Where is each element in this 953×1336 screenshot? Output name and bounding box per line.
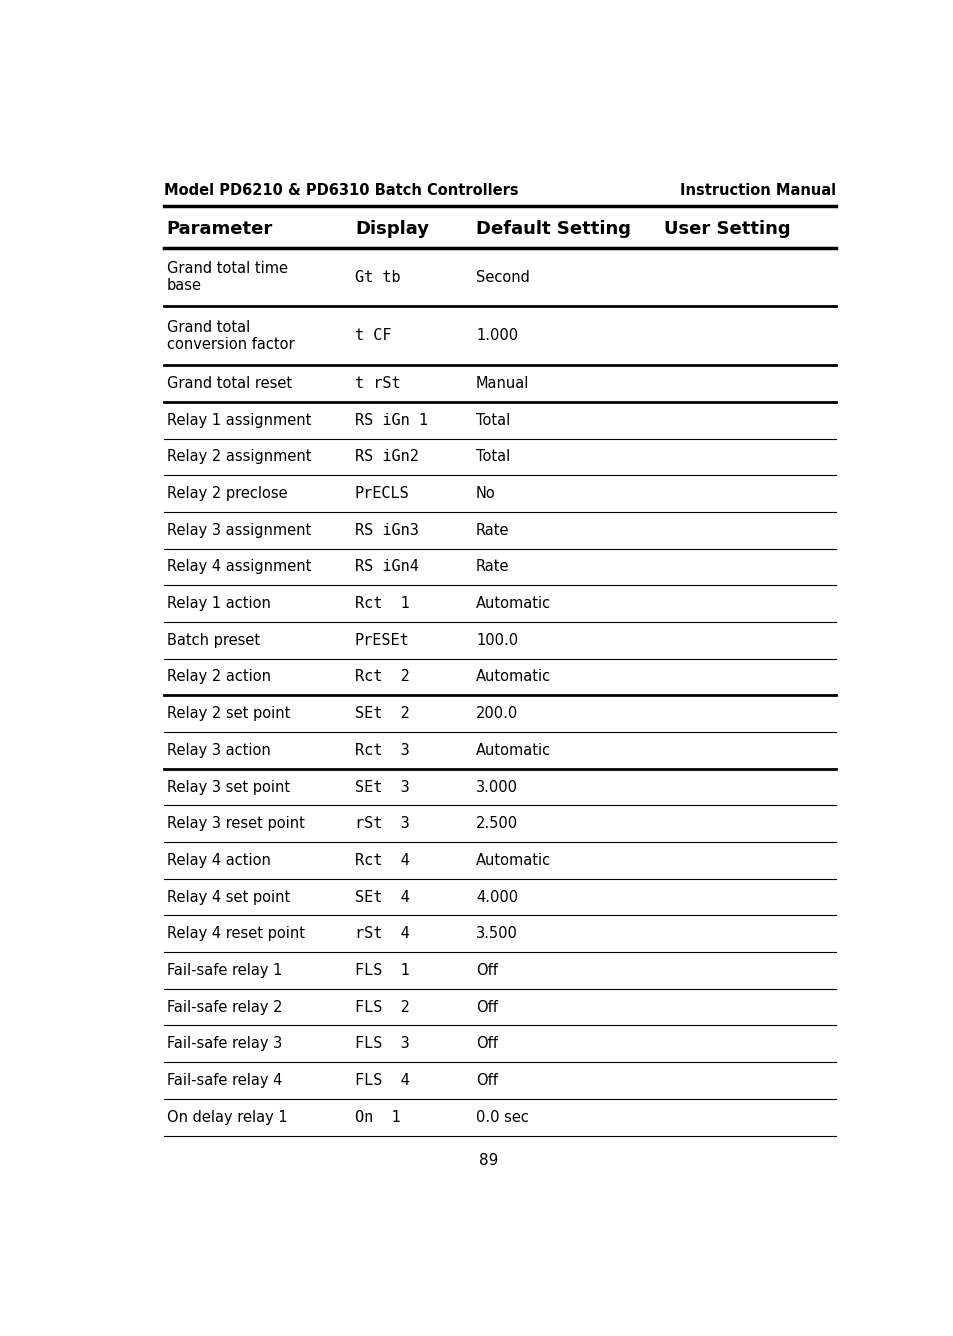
Text: Automatic: Automatic xyxy=(476,852,551,868)
Text: Second: Second xyxy=(476,270,529,285)
Text: On  1: On 1 xyxy=(355,1110,400,1125)
Text: Relay 3 set point: Relay 3 set point xyxy=(167,779,290,795)
Text: Rate: Rate xyxy=(476,522,509,537)
Text: Fail-safe relay 4: Fail-safe relay 4 xyxy=(167,1073,282,1088)
Text: t CF: t CF xyxy=(355,329,391,343)
Text: 0.0 sec: 0.0 sec xyxy=(476,1110,528,1125)
Text: Model PD6210 & PD6310 Batch Controllers: Model PD6210 & PD6310 Batch Controllers xyxy=(164,183,517,198)
Text: RS iGn3: RS iGn3 xyxy=(355,522,418,537)
Text: Relay 2 assignment: Relay 2 assignment xyxy=(167,449,311,465)
Text: Automatic: Automatic xyxy=(476,743,551,758)
Text: 2.500: 2.500 xyxy=(476,816,517,831)
Text: 4.000: 4.000 xyxy=(476,890,517,904)
Text: FLS  1: FLS 1 xyxy=(355,963,409,978)
Text: Relay 3 assignment: Relay 3 assignment xyxy=(167,522,311,537)
Text: Off: Off xyxy=(476,963,497,978)
Text: Instruction Manual: Instruction Manual xyxy=(679,183,836,198)
Text: Rct  4: Rct 4 xyxy=(355,852,409,868)
Text: Rct  2: Rct 2 xyxy=(355,669,409,684)
Text: SEt  4: SEt 4 xyxy=(355,890,409,904)
Text: base: base xyxy=(167,278,201,293)
Text: FLS  3: FLS 3 xyxy=(355,1037,409,1051)
Text: SEt  3: SEt 3 xyxy=(355,779,409,795)
Text: Relay 4 set point: Relay 4 set point xyxy=(167,890,290,904)
Text: On delay relay 1: On delay relay 1 xyxy=(167,1110,287,1125)
Text: Relay 4 reset point: Relay 4 reset point xyxy=(167,926,304,942)
Text: Automatic: Automatic xyxy=(476,669,551,684)
Text: Total: Total xyxy=(476,449,510,465)
Text: Gt tb: Gt tb xyxy=(355,270,400,285)
Text: PrESEt: PrESEt xyxy=(355,633,409,648)
Text: Default Setting: Default Setting xyxy=(476,220,630,238)
Text: RS iGn4: RS iGn4 xyxy=(355,560,418,574)
Text: Off: Off xyxy=(476,1037,497,1051)
Text: Grand total reset: Grand total reset xyxy=(167,375,292,391)
Text: 3.500: 3.500 xyxy=(476,926,517,942)
Text: Relay 3 action: Relay 3 action xyxy=(167,743,270,758)
Text: 200.0: 200.0 xyxy=(476,707,517,721)
Text: Total: Total xyxy=(476,413,510,428)
Text: Parameter: Parameter xyxy=(167,220,273,238)
Text: 100.0: 100.0 xyxy=(476,633,517,648)
Text: Automatic: Automatic xyxy=(476,596,551,611)
Text: Rate: Rate xyxy=(476,560,509,574)
Text: Relay 2 preclose: Relay 2 preclose xyxy=(167,486,287,501)
Text: Relay 1 assignment: Relay 1 assignment xyxy=(167,413,311,428)
Text: Fail-safe relay 1: Fail-safe relay 1 xyxy=(167,963,282,978)
Text: 1.000: 1.000 xyxy=(476,329,517,343)
Text: Off: Off xyxy=(476,999,497,1014)
Text: Relay 4 assignment: Relay 4 assignment xyxy=(167,560,311,574)
Text: 89: 89 xyxy=(478,1153,498,1168)
Text: t rSt: t rSt xyxy=(355,375,400,391)
Text: Relay 1 action: Relay 1 action xyxy=(167,596,270,611)
Text: Relay 2 set point: Relay 2 set point xyxy=(167,707,290,721)
Text: Rct  3: Rct 3 xyxy=(355,743,409,758)
Text: SEt  2: SEt 2 xyxy=(355,707,409,721)
Text: Fail-safe relay 2: Fail-safe relay 2 xyxy=(167,999,282,1014)
Text: PrECLS: PrECLS xyxy=(355,486,409,501)
Text: rSt  3: rSt 3 xyxy=(355,816,409,831)
Text: Relay 2 action: Relay 2 action xyxy=(167,669,271,684)
Text: Grand total: Grand total xyxy=(167,321,250,335)
Text: User Setting: User Setting xyxy=(663,220,790,238)
Text: Rct  1: Rct 1 xyxy=(355,596,409,611)
Text: Display: Display xyxy=(355,220,429,238)
Text: Relay 4 action: Relay 4 action xyxy=(167,852,270,868)
Text: rSt  4: rSt 4 xyxy=(355,926,409,942)
Text: No: No xyxy=(476,486,496,501)
Text: RS iGn2: RS iGn2 xyxy=(355,449,418,465)
Text: FLS  2: FLS 2 xyxy=(355,999,409,1014)
Text: Off: Off xyxy=(476,1073,497,1088)
Text: Fail-safe relay 3: Fail-safe relay 3 xyxy=(167,1037,281,1051)
Text: Manual: Manual xyxy=(476,375,529,391)
Text: conversion factor: conversion factor xyxy=(167,337,294,351)
Text: Batch preset: Batch preset xyxy=(167,633,259,648)
Text: 3.000: 3.000 xyxy=(476,779,517,795)
Text: FLS  4: FLS 4 xyxy=(355,1073,409,1088)
Text: Relay 3 reset point: Relay 3 reset point xyxy=(167,816,304,831)
Text: Grand total time: Grand total time xyxy=(167,262,287,277)
Text: RS iGn 1: RS iGn 1 xyxy=(355,413,428,428)
